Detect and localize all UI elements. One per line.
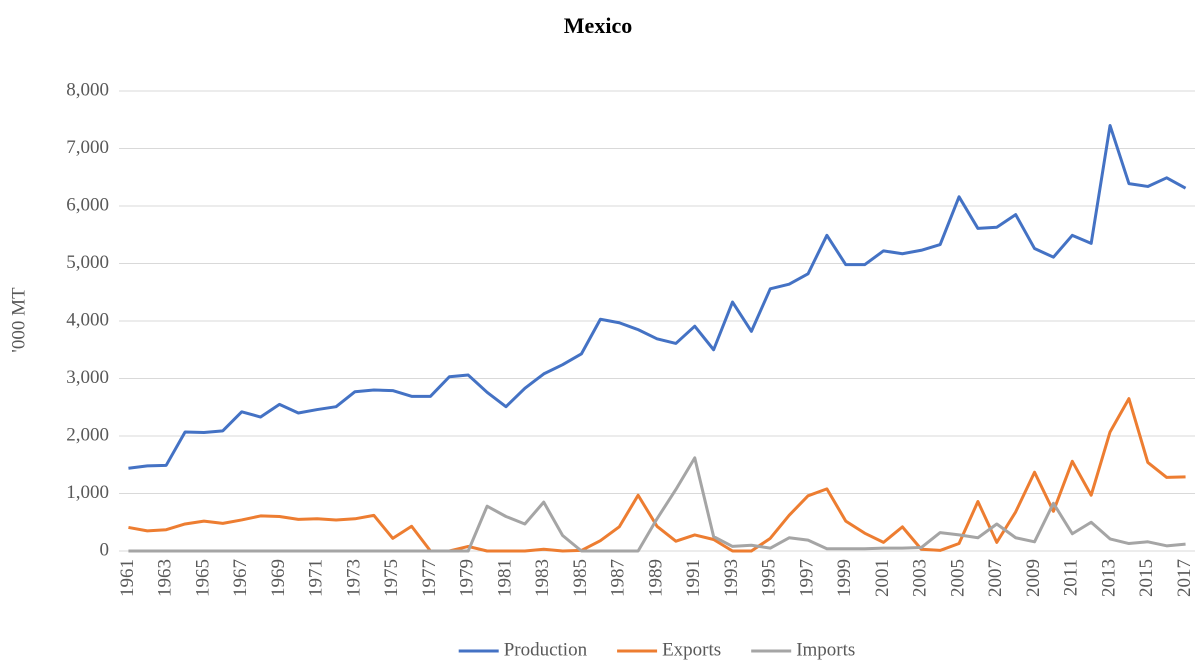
- x-tick-label: 1975: [381, 559, 402, 597]
- x-tick-label: 1997: [796, 559, 817, 597]
- x-tick-label: 1981: [494, 559, 515, 597]
- series-line: [128, 124, 1187, 470]
- y-tick-label: 2,000: [66, 424, 109, 445]
- y-tick-label: 3,000: [66, 367, 109, 388]
- x-tick-label: 1965: [192, 559, 213, 597]
- x-tick-label: 1995: [759, 559, 780, 597]
- x-tick-label: 2011: [1061, 559, 1082, 596]
- series-line: [128, 397, 1186, 553]
- x-tick-label: 1973: [343, 559, 364, 597]
- x-tick-label: 1979: [457, 559, 478, 597]
- x-tick-label: 1993: [721, 559, 742, 597]
- legend-label: Exports: [662, 639, 721, 660]
- y-tick-label: 6,000: [66, 194, 109, 215]
- x-tick-label: 2003: [910, 559, 931, 597]
- x-tick-label: 1969: [268, 559, 289, 597]
- series-line: [128, 456, 1186, 553]
- x-tick-label: 1987: [608, 559, 629, 597]
- legend-label: Imports: [796, 639, 855, 660]
- x-tick-label: 1989: [645, 559, 666, 597]
- y-tick-label: 0: [100, 539, 110, 560]
- x-tick-label: 2015: [1136, 559, 1157, 597]
- x-tick-label: 1961: [117, 559, 138, 597]
- y-tick-label: 7,000: [66, 137, 109, 158]
- x-tick-label: 1985: [570, 559, 591, 597]
- x-tick-label: 1967: [230, 559, 251, 597]
- x-tick-label: 1971: [306, 559, 327, 597]
- x-tick-label: 1963: [155, 559, 176, 597]
- chart-title: Mexico: [564, 13, 632, 38]
- x-tick-label: 2005: [947, 559, 968, 597]
- legend-label: Production: [504, 639, 588, 660]
- x-tick-label: 1999: [834, 559, 855, 597]
- x-tick-label: 2017: [1174, 559, 1195, 597]
- x-tick-label: 1977: [419, 559, 440, 597]
- x-tick-label: 1991: [683, 559, 704, 597]
- x-tick-label: 1983: [532, 559, 553, 597]
- y-tick-label: 4,000: [66, 309, 109, 330]
- y-tick-label: 1,000: [66, 482, 109, 503]
- x-tick-label: 2007: [985, 559, 1006, 597]
- y-tick-label: 8,000: [66, 79, 109, 100]
- x-tick-label: 2009: [1023, 559, 1044, 597]
- x-tick-label: 2013: [1098, 559, 1119, 597]
- x-tick-label: 2001: [872, 559, 893, 597]
- y-axis-label: '000 MT: [8, 287, 29, 353]
- y-tick-label: 5,000: [66, 252, 109, 273]
